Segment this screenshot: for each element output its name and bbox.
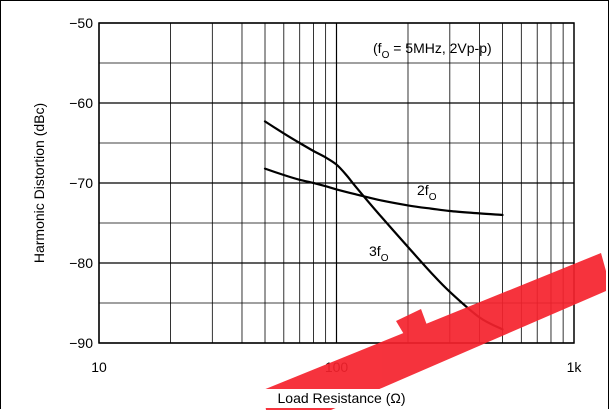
y-tick-label: −60 (69, 95, 93, 111)
x-tick-label: 1k (567, 359, 583, 375)
series-label-2fo: 2fO (417, 182, 437, 203)
x-axis-label: Load Resistance (Ω) (278, 390, 406, 406)
series-label-main: 2f (417, 182, 429, 198)
conditions-rest: = 5MHz, 2Vp-p) (389, 40, 491, 56)
series-label-subscript: O (429, 192, 437, 203)
y-axis-label: Harmonic Distortion (dBc) (31, 103, 47, 263)
x-tick-label: 10 (91, 359, 107, 375)
series-line-2fo (263, 167, 504, 217)
y-tick-label: −80 (69, 255, 93, 271)
watermark-logo (263, 253, 606, 410)
y-tick-label: −70 (69, 175, 93, 191)
watermark-stroke (396, 309, 431, 346)
conditions-annotation: (fO = 5MHz, 2Vp-p) (373, 40, 492, 61)
conditions-prefix: (f (373, 40, 382, 56)
series-curves (263, 120, 504, 331)
conditions-subscript: O (382, 50, 390, 61)
y-tick-label: −50 (69, 15, 93, 31)
grid-lines (98, 22, 575, 344)
plot-border (98, 22, 575, 344)
series-line-3fo (263, 120, 504, 331)
series-label-main: 3f (369, 243, 381, 259)
watermark-bar (263, 253, 606, 410)
series-label-subscript: O (381, 253, 389, 264)
svg-text:(fO = 5MHz, 2Vp-p): (fO = 5MHz, 2Vp-p) (373, 40, 492, 61)
series-label-3fo: 3fO (369, 243, 389, 264)
y-tick-label: −90 (69, 335, 93, 351)
x-axis-label-background (259, 389, 429, 408)
